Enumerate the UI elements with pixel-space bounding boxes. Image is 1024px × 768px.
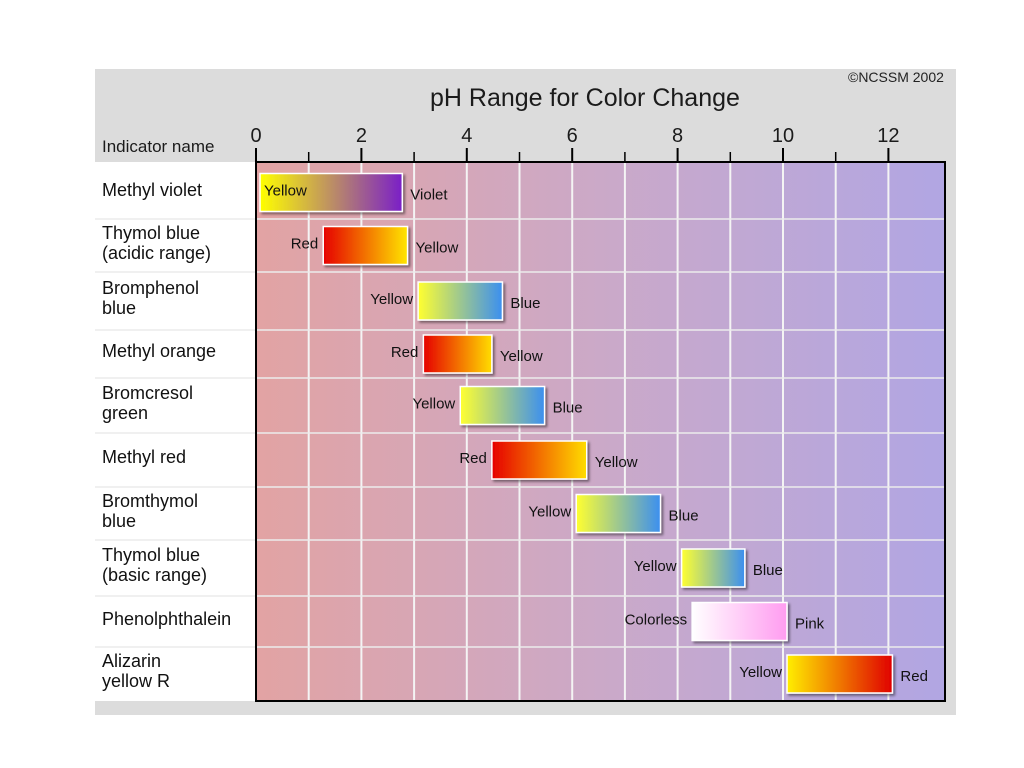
low-color-label: Yellow	[634, 558, 677, 575]
indicator-name: Thymol blue (basic range)	[102, 545, 208, 585]
indicator-bar	[417, 281, 504, 321]
tick-label: 4	[461, 125, 472, 147]
high-color-label: Pink	[795, 616, 825, 633]
tick-label: 8	[672, 125, 683, 147]
tick-label: 2	[356, 125, 367, 147]
high-color-label: Blue	[753, 562, 783, 579]
indicator-name: Phenolphthalein	[102, 608, 232, 629]
low-color-label: Yellow	[412, 396, 455, 413]
copyright-text: ©NCSSM 2002	[848, 69, 944, 85]
low-color-label: Yellow	[528, 504, 571, 521]
high-color-label: Blue	[553, 400, 583, 417]
indicator-bar	[680, 548, 746, 588]
plot-border	[255, 161, 946, 702]
low-color-label: Yellow	[370, 291, 413, 308]
plot-area-label-column	[95, 162, 256, 701]
tick-label: 12	[877, 125, 899, 147]
chart-title: pH Range for Color Change	[430, 84, 740, 112]
indicator-bar	[491, 440, 588, 480]
indicator-bar	[259, 172, 404, 213]
indicator-bar	[575, 493, 662, 534]
indicator-name: Bromthymol blue	[102, 490, 199, 531]
indicator-name: Alizarin yellow R	[102, 651, 171, 691]
indicator-bar	[459, 385, 546, 426]
high-color-label: Blue	[510, 295, 540, 312]
indicator-bar	[322, 225, 409, 266]
indicator-name: Methyl orange	[102, 341, 217, 361]
indicator-name: Bromphenol blue	[102, 278, 200, 318]
high-color-label: Red	[900, 668, 928, 685]
tick-label: 10	[772, 125, 794, 147]
row-separators	[95, 218, 945, 648]
high-color-label: Violet	[410, 187, 448, 204]
x-axis-ticks: 0 2 4 6 8 10 12	[250, 125, 900, 162]
indicator-bar	[691, 601, 788, 642]
indicator-name: Methyl violet	[102, 179, 203, 200]
indicator-name: Bromcresol green	[102, 382, 194, 423]
indicator-bar	[786, 654, 894, 694]
low-color-label: Yellow	[739, 664, 782, 681]
high-color-label: Blue	[669, 508, 699, 525]
high-color-label: Yellow	[416, 240, 459, 257]
low-color-label: Red	[391, 344, 419, 361]
low-color-label: Red	[291, 236, 319, 253]
high-color-label: Yellow	[500, 348, 543, 365]
indicator-name-header: Indicator name	[102, 137, 215, 156]
high-color-label: Yellow	[595, 454, 638, 471]
indicator-bars: Yellow Violet Red Yellow Yellow Blue Red Yellow…	[259, 172, 928, 694]
indicator-name: Thymol blue (acidic range)	[102, 222, 212, 263]
low-color-label: Red	[459, 450, 487, 467]
tick-label: 0	[250, 125, 261, 147]
indicator-name: Methyl red	[102, 447, 187, 467]
low-color-label: Yellow	[264, 183, 307, 200]
tick-label: 6	[567, 125, 578, 147]
indicator-bar	[422, 334, 493, 374]
low-color-label: Colorless	[625, 612, 688, 629]
